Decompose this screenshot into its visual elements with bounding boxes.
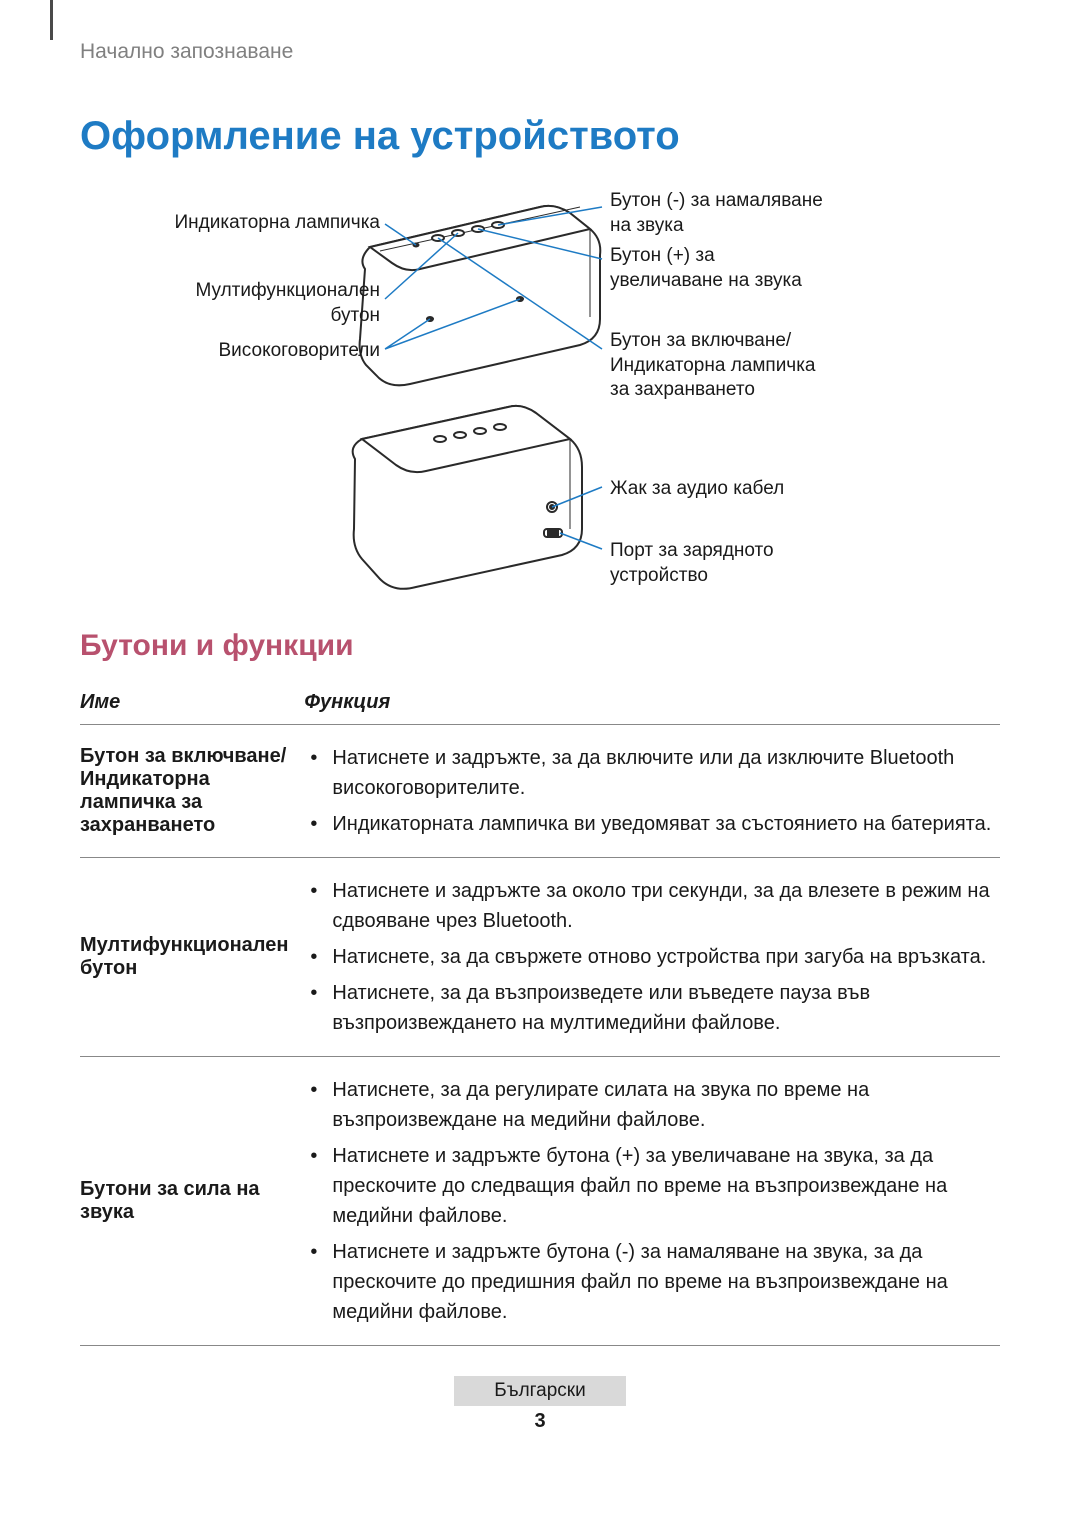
- table-row: Бутон за включване/ Индикаторна лампичка…: [80, 725, 1000, 858]
- table-cell-name: Мултифункционален бутон: [80, 858, 304, 1057]
- table-cell-name: Бутон за включване/ Индикаторна лампичка…: [80, 725, 304, 858]
- page-content: Начално запознаване Оформление на устрой…: [0, 0, 1080, 1453]
- table-cell-name: Бутони за сила на звука: [80, 1057, 304, 1346]
- footer-page-number: 3: [80, 1410, 1000, 1433]
- function-list-item: Натиснете и задръжте за около три секунд…: [304, 876, 992, 936]
- table-row: Мултифункционален бутонНатиснете и задръ…: [80, 858, 1000, 1057]
- section-heading-buttons: Бутони и функции: [80, 629, 1000, 663]
- callout-volume-down: Бутон (-) за намаляване на звука: [610, 189, 930, 238]
- callout-audio-jack: Жак за аудио кабел: [610, 477, 930, 502]
- device-diagram: Индикаторна лампичка Мултифункционален б…: [80, 189, 1000, 609]
- callout-multifunction-button: Мултифункционален бутон: [90, 279, 380, 328]
- function-list-item: Натиснете, за да регулирате силата на зв…: [304, 1075, 992, 1135]
- callout-speakers: Високоговорители: [90, 339, 380, 364]
- table-cell-function: Натиснете и задръжте за около три секунд…: [304, 858, 1000, 1057]
- callout-volume-up: Бутон (+) за увеличаване на звука: [610, 244, 930, 293]
- footer-language: Български: [454, 1376, 626, 1406]
- function-list-item: Натиснете и задръжте бутона (-) за намал…: [304, 1237, 992, 1327]
- function-list-item: Индикаторната лампичка ви уведомяват за …: [304, 809, 992, 839]
- callout-charging-port: Порт за зарядното устройство: [610, 539, 930, 588]
- callout-indicator-lamp: Индикаторна лампичка: [90, 211, 380, 236]
- function-list-item: Натиснете, за да свържете отново устройс…: [304, 942, 992, 972]
- page-title: Оформление на устройството: [80, 114, 1000, 159]
- breadcrumb: Начално запознаване: [80, 40, 1000, 64]
- page-footer: Български 3: [80, 1376, 1000, 1433]
- table-cell-function: Натиснете и задръжте, за да включите или…: [304, 725, 1000, 858]
- table-header-function: Функция: [304, 681, 1000, 725]
- callout-power-button: Бутон за включване/ Индикаторна лампичка…: [610, 329, 930, 403]
- table-row: Бутони за сила на звукаНатиснете, за да …: [80, 1057, 1000, 1346]
- table-header-name: Име: [80, 681, 304, 725]
- table-cell-function: Натиснете, за да регулирате силата на зв…: [304, 1057, 1000, 1346]
- function-list-item: Натиснете, за да възпроизведете или въве…: [304, 978, 992, 1038]
- function-list-item: Натиснете и задръжте бутона (+) за увели…: [304, 1141, 992, 1231]
- functions-table: Име Функция Бутон за включване/ Индикато…: [80, 681, 1000, 1346]
- function-list-item: Натиснете и задръжте, за да включите или…: [304, 743, 992, 803]
